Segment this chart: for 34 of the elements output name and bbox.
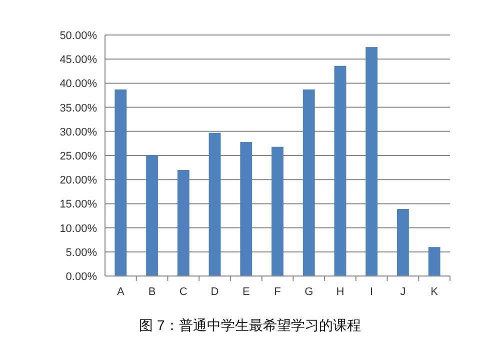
y-tick-label: 40.00%	[60, 78, 98, 90]
bar	[146, 155, 158, 276]
y-tick-label: 25.00%	[60, 150, 98, 162]
x-tick-label: H	[336, 286, 344, 298]
bar	[272, 146, 284, 276]
bar	[240, 142, 252, 276]
x-tick-label: K	[430, 286, 439, 298]
x-tick-label: E	[242, 286, 250, 298]
y-tick-label: 45.00%	[60, 54, 98, 66]
bar	[177, 170, 190, 276]
x-tick-label: D	[210, 286, 219, 298]
y-tick-label: 5.00%	[66, 246, 98, 259]
x-tick-label: J	[400, 286, 406, 298]
bar	[366, 47, 378, 276]
x-tick-label: A	[117, 286, 126, 298]
x-tick-label: C	[179, 286, 188, 298]
y-tick-label: 15.00%	[60, 198, 98, 211]
x-tick-label: I	[370, 286, 374, 298]
bar	[208, 132, 221, 276]
bar	[334, 66, 346, 276]
y-tick-label: 50.00%	[60, 30, 98, 42]
bar	[114, 89, 127, 276]
y-tick-label: 10.00%	[60, 222, 98, 235]
x-tick-label: B	[148, 286, 156, 298]
x-tick-label: G	[304, 286, 314, 298]
text: 图 7：普通中学生最希望学习的课程	[139, 317, 361, 333]
x-tick-label: F	[274, 286, 282, 298]
y-tick-label: 30.00%	[60, 126, 98, 138]
y-tick-label: 20.00%	[60, 174, 98, 187]
y-tick-label: 35.00%	[60, 102, 98, 114]
bar	[302, 89, 315, 276]
y-tick-label: 0.00%	[66, 271, 98, 283]
bar	[396, 209, 409, 276]
bar	[428, 247, 440, 276]
